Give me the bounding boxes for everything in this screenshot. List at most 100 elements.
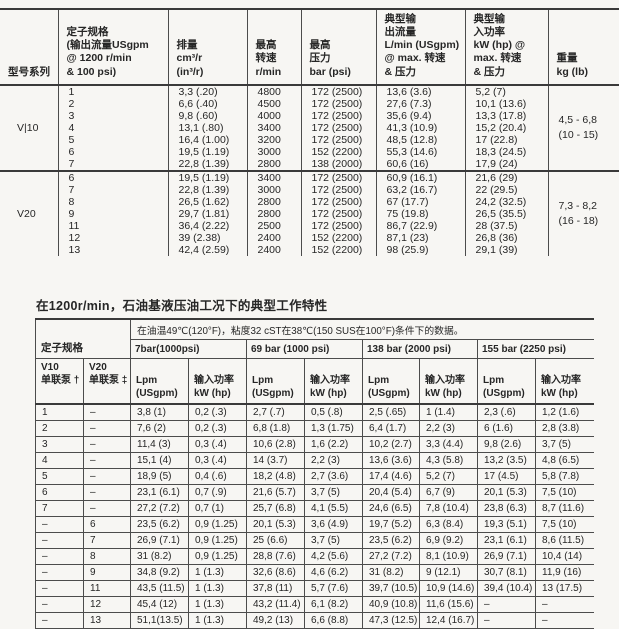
pressure-group-138bar: 138 bar (2000 psi) (362, 339, 478, 359)
table-cell: – (83, 436, 131, 453)
table-row: – 8 31 (8.2) 0,9 (1.25) 28,8 (7.6) 4,2 (… (35, 548, 594, 565)
table-cell: 172 (2500) (300, 109, 376, 122)
table-cell: 13,6 (3.6) (362, 452, 420, 469)
stator-size-label: 定子规格 (35, 319, 131, 359)
table-cell: 13 (17.5) (534, 580, 594, 597)
table-row: 8 26,5 (1.62) 2800 172 (2500) 67 (17.7) … (0, 195, 619, 208)
table-cell: 1,6 (2.2) (304, 436, 363, 453)
table-cell: 49,2 (13) (246, 612, 305, 629)
table-cell: 20,1 (5.3) (246, 516, 305, 533)
table-cell: 39,7 (10.5) (362, 580, 420, 597)
table-cell: 6,8 (1.8) (246, 420, 305, 437)
table-cell: 14 (3.7) (246, 452, 305, 469)
table-cell: – (83, 500, 131, 517)
table-cell: 37,8 (11) (246, 580, 305, 597)
table-cell: 87,1 (23) (375, 231, 465, 244)
table-row: 5 16,4 (1.00) 3200 172 (2500) 48,5 (12.8… (0, 133, 619, 146)
table-cell: 4,6 (6.2) (304, 564, 363, 581)
table-cell: 2400 (246, 243, 301, 256)
table-cell: 1 (1.3) (188, 580, 247, 597)
table-row: – 13 51,1(13.5) 1 (1.3) 49,2 (13) 6,6 (8… (35, 612, 594, 629)
table-cell: 3,6 (4.9) (304, 516, 363, 533)
table-cell: 5 (57, 133, 168, 146)
table-cell: 60,6 (16) (375, 157, 465, 171)
table-row: 2 – 7,6 (2) 0,2 (.3) 6,8 (1.8) 1,3 (1.75… (35, 420, 594, 437)
table-cell: 23,1 (6.1) (130, 484, 189, 501)
table-cell: 172 (2500) (300, 219, 376, 232)
table-cell: 3400 (246, 121, 301, 134)
table-cell: 19,5 (1.19) (167, 169, 247, 184)
table-cell: 7,5 (10) (534, 516, 594, 533)
header-weight: 重量 kg (lb) (547, 9, 619, 86)
operating-characteristics-title: 在1200r/min，石油基液压油工况下的典型工作特性 (36, 299, 328, 313)
table-cell: 60,9 (16.1) (375, 169, 465, 184)
table-cell: 1 (57, 84, 168, 98)
table-cell: – (35, 612, 84, 629)
table-cell: 25,7 (6.8) (246, 500, 305, 517)
weight-range-v20: 7,3 - 8,2 (16 - 18) (547, 169, 619, 256)
operating-characteristics-table: 定子规格 在油温49℃(120°F)，粘度32 cST在38℃(150 SUS在… (35, 318, 594, 629)
table-cell: 41,3 (10.9) (375, 121, 465, 134)
table-cell: 23,8 (6.3) (477, 500, 536, 517)
table-cell: 1,3 (1.75) (304, 420, 363, 437)
table-cell: 2,7 (.7) (246, 404, 305, 421)
table-cell: 5,2 (7) (419, 468, 478, 485)
pump-series-spec-table: 型号系列 定子规格 (输出流量USgpm @ 1200 r/min & 100 … (0, 8, 619, 256)
table-cell: 2,7 (3.6) (304, 468, 363, 485)
table-cell: 22 (29.5) (464, 183, 548, 196)
table-cell: 27,2 (7.2) (130, 500, 189, 517)
table-cell: 4,8 (6.5) (534, 452, 594, 469)
table-cell: 7 (83, 532, 131, 549)
table-cell: 7 (35, 500, 84, 517)
table-cell: 2 (57, 97, 168, 110)
table-cell: 2,8 (3.8) (534, 420, 594, 437)
table-cell: 40,9 (10.8) (362, 596, 420, 613)
table-cell: 4,1 (5.5) (304, 500, 363, 517)
table-cell: 3,3 (.20) (167, 84, 247, 98)
table-cell: 2 (35, 420, 84, 437)
header-input-power: 输入功率 kW (hp) (304, 358, 363, 405)
table-cell: 7 (57, 157, 168, 171)
table-cell: 3,3 (4.4) (419, 436, 478, 453)
table-row: 5 – 18,9 (5) 0,4 (.6) 18,2 (4.8) 2,7 (3.… (35, 468, 594, 485)
table-cell: 172 (2500) (300, 195, 376, 208)
table-cell: 9 (83, 564, 131, 581)
table-cell: 9 (12.1) (419, 564, 478, 581)
table-cell: 26,9 (7.1) (130, 532, 189, 549)
test-conditions-note: 在油温49℃(120°F)，粘度32 cST在38℃(150 SUS在100°F… (129, 319, 594, 340)
table-cell: 2,5 (.65) (362, 404, 420, 421)
header-input-power: 输入功率 kW (hp) (188, 358, 247, 405)
table-cell: 4800 (246, 84, 301, 98)
table-cell: 3200 (246, 133, 301, 146)
table-cell: 6 (57, 169, 168, 184)
table-cell: 17,4 (4.6) (362, 468, 420, 485)
table-cell: 18,3 (24.5) (464, 145, 548, 158)
table-cell: 30,7 (8.1) (477, 564, 536, 581)
table-cell: 2800 (246, 157, 301, 171)
table-cell: 26,5 (1.62) (167, 195, 247, 208)
table-cell: 4000 (246, 109, 301, 122)
table-row: 4 13,1 (.80) 3400 172 (2500) 41,3 (10.9)… (0, 121, 619, 134)
table-cell: 0,9 (1.25) (188, 516, 247, 533)
table-row: – 7 26,9 (7.1) 0,9 (1.25) 25 (6.6) 3,7 (… (35, 532, 594, 549)
table-cell: 0,2 (.3) (188, 404, 247, 421)
table-cell: 172 (2500) (300, 207, 376, 220)
table-cell: 3,7 (5) (534, 436, 594, 453)
table-cell: 0,9 (1.25) (188, 548, 247, 565)
model-label-v10: V|10 (17, 121, 39, 134)
table-cell: 2800 (246, 207, 301, 220)
table-cell: 6,9 (9.2) (419, 532, 478, 549)
table-cell: 12 (83, 596, 131, 613)
table-cell: 6,3 (8.4) (419, 516, 478, 533)
table-cell: 9,8 (.60) (167, 109, 247, 122)
table-cell: 48,5 (12.8) (375, 133, 465, 146)
table-cell: 4500 (246, 97, 301, 110)
header-lpm: Lpm (USgpm) (362, 358, 420, 405)
table-cell: 0,7 (.9) (188, 484, 247, 501)
table-cell: 0,2 (.3) (188, 420, 247, 437)
table-cell: – (35, 548, 84, 565)
table-cell: 0,7 (1) (188, 500, 247, 517)
table-cell: – (83, 468, 131, 485)
table-cell: 5,2 (7) (464, 84, 548, 98)
